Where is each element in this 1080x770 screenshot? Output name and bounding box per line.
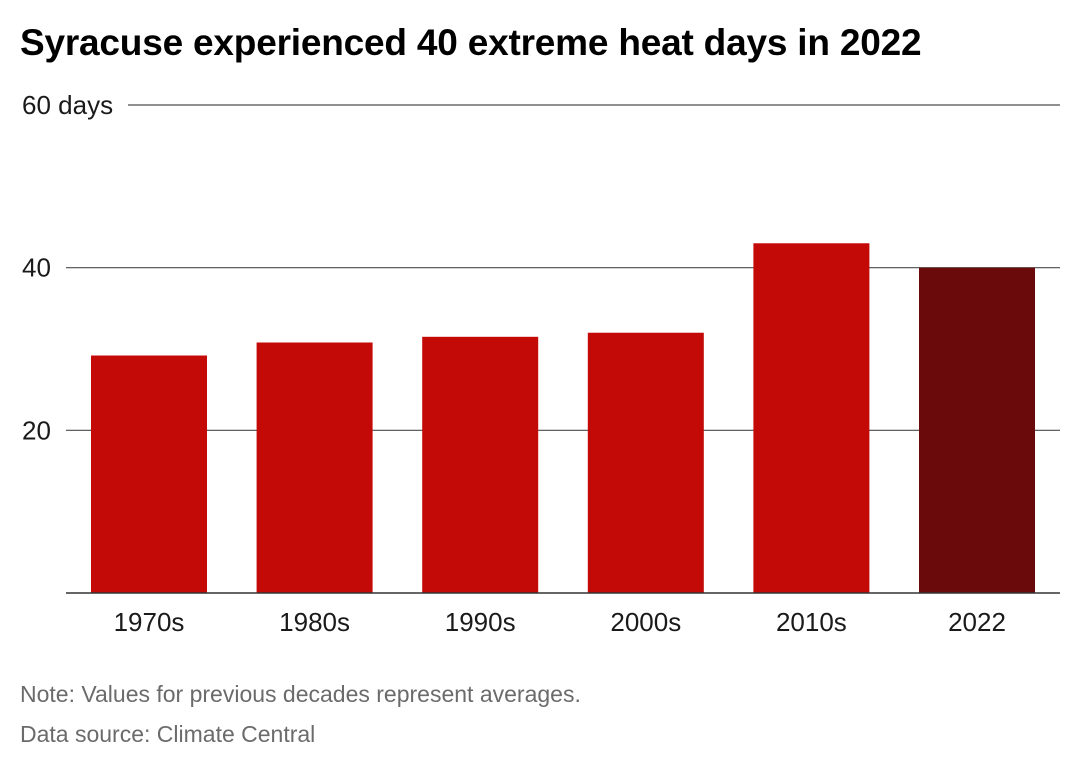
bar-2022 — [919, 267, 1035, 593]
x-tick-label: 1970s — [114, 607, 185, 637]
bar-1980s — [256, 342, 373, 593]
chart-title: Syracuse experienced 40 extreme heat day… — [20, 22, 922, 63]
bar-1970s — [91, 355, 207, 593]
gridlines — [66, 104, 1060, 431]
footnote: Note: Values for previous decades repres… — [20, 681, 581, 707]
x-tick-label: 2000s — [610, 607, 681, 637]
x-tick-label: 2022 — [948, 607, 1006, 637]
bars — [91, 243, 1035, 593]
bar-2010s — [753, 243, 870, 593]
x-tick-label: 2010s — [776, 607, 847, 637]
x-tick-label: 1980s — [279, 607, 350, 637]
y-tick-label: 20 — [22, 415, 51, 445]
bar-2000s — [587, 332, 704, 593]
x-tick-label: 1990s — [445, 607, 516, 637]
data-source: Data source: Climate Central — [20, 721, 316, 747]
y-tick-label: 40 — [22, 253, 51, 283]
bar-1990s — [422, 336, 539, 593]
tick-labels: 20 40 60 days 1970s 1980s 1990s 2000s 2010s 2022 — [22, 90, 1006, 637]
y-tick-label: 60 days — [22, 90, 113, 120]
